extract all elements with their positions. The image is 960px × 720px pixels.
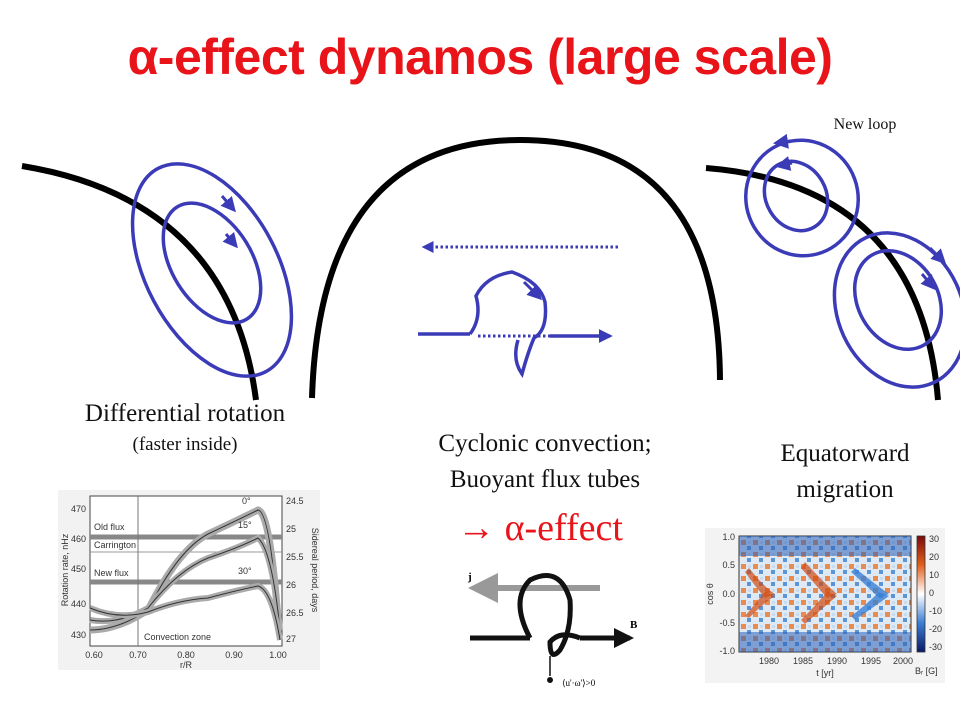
- right-new-inner-arrow: [775, 156, 793, 171]
- svg-text:26.5: 26.5: [286, 608, 304, 618]
- svg-text:0.60: 0.60: [85, 650, 103, 660]
- svg-text:26: 26: [286, 580, 296, 590]
- left-outer-arrow: [220, 195, 236, 213]
- svg-text:-1.0: -1.0: [719, 646, 735, 656]
- svg-text:1.0: 1.0: [722, 532, 735, 542]
- differential-rotation-label: Differential rotation: [84, 400, 286, 427]
- svg-text:25: 25: [286, 524, 296, 534]
- flux-tube-sketch: j B ⟨u'·ω'⟩>0: [467, 571, 638, 688]
- svg-text:0.0: 0.0: [722, 589, 735, 599]
- right-old-inner-arrow: [920, 273, 936, 291]
- svg-text:20: 20: [929, 552, 939, 562]
- svg-text:0.80: 0.80: [177, 650, 195, 660]
- svg-text:430: 430: [71, 630, 86, 640]
- alpha-effect-label: → α-effect: [457, 507, 623, 549]
- page-title: α-effect dynamos (large scale): [127, 29, 833, 85]
- svg-text:B: B: [630, 619, 638, 631]
- svg-text:15°: 15°: [238, 520, 252, 530]
- svg-text:t [yr]: t [yr]: [816, 668, 834, 678]
- faster-inside-label: (faster inside): [132, 434, 238, 455]
- svg-text:450: 450: [71, 564, 86, 574]
- butterfly-plot: 30 20 10 0 -10 -20 -30 Bᵣ [G] 1.0 0.5 0.…: [705, 528, 945, 683]
- svg-text:Rotation rate, nHz: Rotation rate, nHz: [60, 533, 70, 606]
- right-new-outer-arrow: [773, 133, 791, 149]
- svg-text:Carrington: Carrington: [94, 540, 136, 550]
- right-surface-arc: [705, 165, 941, 401]
- svg-text:Old flux: Old flux: [94, 522, 125, 532]
- right-new-outer-loop: [744, 138, 860, 258]
- svg-text:1.00: 1.00: [269, 650, 287, 660]
- cyclonic-convection-label: Cyclonic convection;: [438, 430, 652, 457]
- svg-text:1985: 1985: [793, 656, 813, 666]
- middle-dome: [309, 136, 723, 399]
- svg-text:cos θ: cos θ: [705, 583, 715, 605]
- svg-text:1990: 1990: [827, 656, 847, 666]
- svg-text:-30: -30: [929, 642, 942, 652]
- svg-text:0.5: 0.5: [722, 560, 735, 570]
- svg-text:0.90: 0.90: [225, 650, 243, 660]
- svg-text:470: 470: [71, 504, 86, 514]
- migration-label: migration: [796, 476, 894, 503]
- svg-text:24.5: 24.5: [286, 496, 304, 506]
- svg-text:27: 27: [286, 634, 296, 644]
- equatorward-label: Equatorward: [780, 440, 910, 467]
- svg-text:0.70: 0.70: [129, 650, 147, 660]
- svg-text:440: 440: [71, 599, 86, 609]
- svg-text:0°: 0°: [242, 496, 251, 506]
- svg-text:30°: 30°: [238, 566, 252, 576]
- svg-text:Sidereal period, days: Sidereal period, days: [310, 528, 320, 613]
- svg-text:1980: 1980: [759, 656, 779, 666]
- svg-text:New flux: New flux: [94, 568, 129, 578]
- right-old-inner-loop: [852, 248, 944, 352]
- svg-text:0: 0: [929, 588, 934, 598]
- right-old-outer-loop: [832, 231, 960, 389]
- right-new-inner-loop: [762, 159, 830, 233]
- svg-text:25.5: 25.5: [286, 552, 304, 562]
- twisted-loop: [468, 270, 548, 379]
- svg-text:460: 460: [71, 534, 86, 544]
- svg-text:r/R: r/R: [180, 660, 192, 670]
- left-inner-loop: [161, 201, 263, 325]
- buoyant-flux-label: Buoyant flux tubes: [449, 466, 641, 493]
- svg-text:Bᵣ [G]: Bᵣ [G]: [915, 666, 938, 676]
- svg-text:j: j: [467, 571, 472, 583]
- rotation-rate-plot: 470 460 450 440 430 Rotation rate, nHz 0…: [58, 490, 320, 670]
- left-surface-arc: [21, 163, 259, 401]
- svg-text:-0.5: -0.5: [719, 618, 735, 628]
- new-loop-label: New loop: [833, 116, 897, 133]
- svg-text:-20: -20: [929, 624, 942, 634]
- svg-text:1995: 1995: [861, 656, 881, 666]
- left-outer-loop: [130, 162, 294, 378]
- svg-text:10: 10: [929, 570, 939, 580]
- svg-text:30: 30: [929, 534, 939, 544]
- svg-text:⟨u'·ω'⟩>0: ⟨u'·ω'⟩>0: [562, 678, 596, 688]
- svg-text:2000: 2000: [893, 656, 913, 666]
- left-inner-arrow: [222, 231, 238, 249]
- right-old-outer-arrow: [928, 246, 947, 265]
- svg-text:Convection zone: Convection zone: [144, 632, 211, 642]
- svg-text:-10: -10: [929, 606, 942, 616]
- twisted-loop-arrow: [522, 280, 543, 301]
